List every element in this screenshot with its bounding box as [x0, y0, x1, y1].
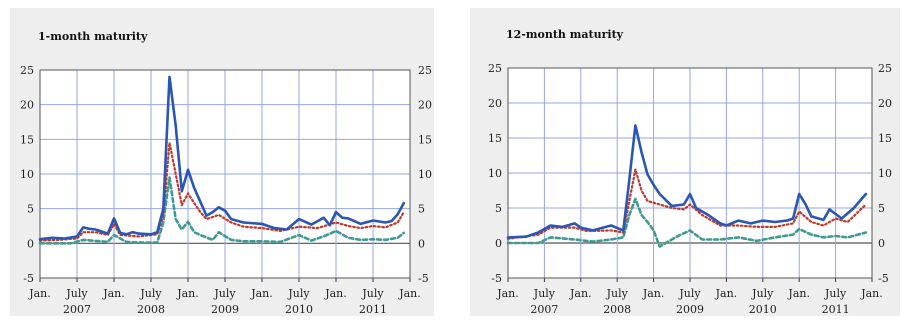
series-line-solid	[38, 75, 406, 241]
series-line-dashed	[38, 176, 406, 245]
chart-panel-12-month: 12-month maturity -5 -5 0 0 5 5 10 10 15 15 20 20 25 2…	[466, 0, 902, 324]
x-tick-label: July	[533, 287, 556, 300]
x-year-label: 2010	[749, 303, 777, 316]
y-tick-label-left: 20	[20, 99, 34, 112]
x-tick-label: July	[824, 287, 847, 300]
x-tick-label: Jan.	[176, 287, 199, 300]
y-tick-label-right: 10	[418, 168, 432, 181]
y-tick-label-left: 25	[20, 64, 34, 77]
x-tick-label: Jan.	[569, 287, 592, 300]
y-tick-label-left: 15	[488, 132, 502, 145]
y-tick-label-right: 0	[878, 237, 885, 250]
x-tick-label: Jan.	[860, 287, 883, 300]
y-tick-label-left: 0	[495, 237, 502, 250]
y-tick-label-right: 20	[418, 99, 432, 112]
y-tick-label-left: 5	[27, 203, 34, 216]
chart-12-month-maturity: 12-month maturity -5 -5 0 0 5 5 10 10 15 15 20 20 25 2…	[470, 8, 900, 316]
x-year-label: 2008	[603, 303, 631, 316]
series-line-solid	[506, 124, 868, 239]
y-tick-label-right: 10	[878, 167, 892, 180]
y-tick-label-right: 15	[418, 133, 432, 146]
x-tick-label: July	[287, 287, 310, 300]
y-tick-label-right: 5	[878, 202, 885, 215]
x-year-label: 2007	[530, 303, 558, 316]
y-tick-label-right: 15	[878, 132, 892, 145]
y-tick-label-left: 10	[488, 167, 502, 180]
x-tick-label: July	[678, 287, 701, 300]
y-tick-label-right: 25	[418, 64, 432, 77]
x-year-label: 2011	[822, 303, 850, 316]
x-tick-label: July	[65, 287, 88, 300]
x-tick-label: Jan.	[102, 287, 125, 300]
x-tick-label: July	[361, 287, 384, 300]
chart-title: 1-month maturity	[38, 30, 148, 43]
chart-title: 12-month maturity	[506, 28, 624, 41]
x-tick-label: Jan.	[250, 287, 273, 300]
x-year-label: 2011	[359, 303, 387, 316]
x-year-label: 2010	[285, 303, 313, 316]
y-tick-label-right: 5	[418, 203, 425, 216]
y-tick-label-right: -5	[418, 272, 429, 285]
x-year-label: 2009	[676, 303, 704, 316]
x-tick-label: Jan.	[28, 287, 51, 300]
y-tick-label-left: 5	[495, 202, 502, 215]
x-tick-label: July	[751, 287, 774, 300]
x-year-label: 2008	[137, 303, 165, 316]
x-tick-label: Jan.	[398, 287, 421, 300]
y-tick-label-left: -5	[23, 272, 34, 285]
series-line-dashed	[506, 197, 868, 248]
x-tick-label: July	[139, 287, 162, 300]
x-year-label: 2007	[63, 303, 91, 316]
y-tick-label-left: 0	[27, 237, 34, 250]
plot-frame	[507, 67, 873, 279]
y-tick-label-left: -5	[491, 272, 502, 285]
x-tick-label: Jan.	[642, 287, 665, 300]
plot-frame	[39, 69, 411, 279]
x-tick-label: Jan.	[496, 287, 519, 300]
x-tick-label: Jan.	[715, 287, 738, 300]
x-tick-label: July	[606, 287, 629, 300]
y-tick-label-left: 20	[488, 97, 502, 110]
y-tick-label-right: 0	[418, 237, 425, 250]
x-tick-label: Jan.	[787, 287, 810, 300]
x-tick-label: Jan.	[324, 287, 347, 300]
y-tick-label-left: 25	[488, 62, 502, 75]
y-tick-label-left: 10	[20, 168, 34, 181]
y-tick-label-right: -5	[878, 272, 889, 285]
chart-1-month-maturity: 1-month maturity -5 -5 0 0 5 5 10 10 15 15 20 20 25 25…	[10, 8, 434, 316]
chart-panel-1-month: 1-month maturity -5 -5 0 0 5 5 10 10 15 15 20 20 25 25…	[0, 0, 440, 324]
x-year-label: 2009	[211, 303, 239, 316]
x-tick-label: July	[213, 287, 236, 300]
y-tick-label-left: 15	[20, 133, 34, 146]
y-tick-label-right: 20	[878, 97, 892, 110]
y-tick-label-right: 25	[878, 62, 892, 75]
